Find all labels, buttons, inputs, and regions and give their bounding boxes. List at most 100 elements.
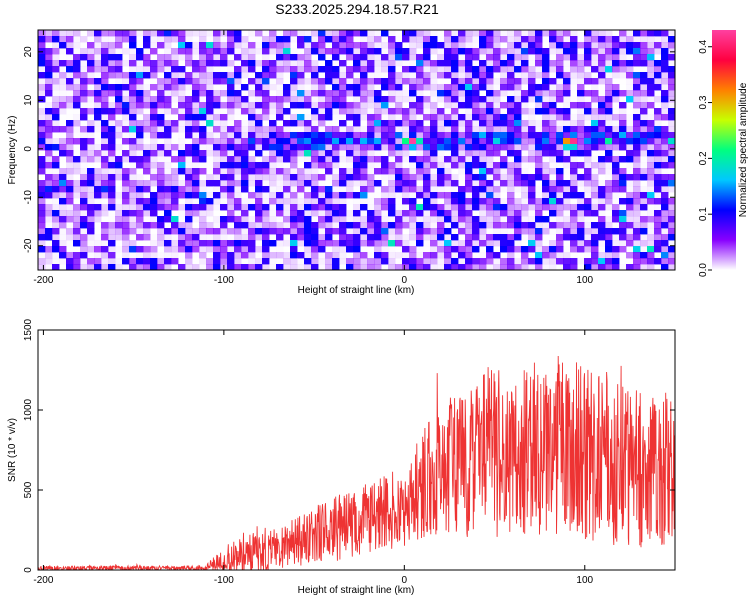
spectrogram-cell <box>45 264 53 270</box>
spectrogram-cell <box>584 168 592 175</box>
spectrogram-cell <box>409 198 417 205</box>
spectrogram-cell <box>549 126 557 133</box>
spectrogram-cell <box>269 240 277 247</box>
spectrogram-cell <box>185 72 193 79</box>
spectrogram-cell <box>493 108 501 115</box>
spectrogram-cell <box>367 228 375 235</box>
spectrogram-cell <box>241 90 249 97</box>
spectrogram-cell <box>479 84 487 91</box>
spectrogram-cell <box>213 252 221 259</box>
spectrogram-cell <box>451 258 459 265</box>
spectrogram-cell <box>563 78 571 85</box>
spectrogram-cell <box>605 42 613 49</box>
spectrogram-cell <box>633 234 641 241</box>
spectrogram-cell <box>549 42 557 49</box>
spectrogram-cell <box>619 240 627 247</box>
spectrogram-cell <box>528 30 536 37</box>
spectrogram-cell <box>528 150 536 157</box>
spectrogram-cell <box>262 102 270 109</box>
spectrogram-cell <box>381 240 389 247</box>
spectrogram-cell <box>647 126 655 133</box>
spectrogram-cell <box>311 216 319 223</box>
spectrogram-cell <box>661 198 669 205</box>
spectrogram-cell <box>262 264 270 270</box>
spectrogram-cell <box>157 114 165 121</box>
spectrogram-cell <box>255 156 263 163</box>
spectrogram-cell <box>549 228 557 235</box>
spectrogram-cell <box>213 138 221 145</box>
spectrogram-cell <box>157 60 165 67</box>
spectrogram-cell <box>332 36 340 43</box>
spectrogram-cell <box>269 132 277 139</box>
spectrogram-cell <box>318 132 326 139</box>
spectrogram-cell <box>479 186 487 193</box>
spectrogram-cell <box>101 84 109 91</box>
spectrogram-cell <box>493 96 501 103</box>
spectrogram-cell <box>535 54 543 61</box>
spectrogram-cell <box>297 66 305 73</box>
spectrogram-cell <box>332 84 340 91</box>
spectrogram-cell <box>206 216 214 223</box>
spectrogram-cell <box>472 90 480 97</box>
spectrogram-cell <box>318 210 326 217</box>
spectrogram-cell <box>129 156 137 163</box>
spectrogram-cell <box>73 258 81 265</box>
spectrogram-cell <box>465 48 473 55</box>
spectrogram-cell <box>570 144 578 151</box>
spectrogram-cell <box>619 120 627 127</box>
spectrogram-cell <box>283 126 291 133</box>
spectrogram-cell <box>465 150 473 157</box>
spectrogram-cell <box>339 54 347 61</box>
spectrogram-cell <box>171 84 179 91</box>
spectrogram-cell <box>409 60 417 67</box>
spectrogram-cell <box>388 132 396 139</box>
spectrogram-cell <box>570 192 578 199</box>
spectrogram-cell <box>507 126 515 133</box>
spectrogram-cell <box>605 66 613 73</box>
spectrogram-cell <box>206 30 214 37</box>
spectrogram-cell <box>640 114 648 121</box>
spectrogram-cell <box>325 216 333 223</box>
spectrogram-cell <box>255 78 263 85</box>
spectrogram-cell <box>318 96 326 103</box>
spectrogram-cell <box>38 60 46 67</box>
spectrogram-cell <box>535 78 543 85</box>
spectrogram-cell <box>661 246 669 253</box>
spectrogram-cell <box>122 198 130 205</box>
spectrogram-cell <box>318 114 326 121</box>
spectrogram-cell <box>122 240 130 247</box>
spectrogram-cell <box>262 54 270 61</box>
spectrogram-cell <box>556 222 564 229</box>
spectrogram-cell <box>647 162 655 169</box>
spectrogram-cell <box>241 216 249 223</box>
spectrogram-cell <box>157 174 165 181</box>
spectrogram-cell <box>668 36 675 43</box>
spectrogram-cell <box>66 42 74 49</box>
spectrogram-cell <box>38 222 46 229</box>
spectrogram-cell <box>87 246 95 253</box>
spectrogram-cell <box>164 30 172 37</box>
spectrogram-cell <box>612 60 620 67</box>
spectrogram-cell <box>45 144 53 151</box>
spectrogram-cell <box>136 42 144 49</box>
spectrogram-cell <box>458 228 466 235</box>
spectrogram-cell <box>339 108 347 115</box>
spectrogram-cell <box>129 168 137 175</box>
spectrogram-cell <box>570 204 578 211</box>
spectrogram-cell <box>185 150 193 157</box>
spectrogram-cell <box>409 258 417 265</box>
spectrogram-cell <box>311 204 319 211</box>
spectrogram-cell <box>171 210 179 217</box>
spectrogram-cell <box>521 186 529 193</box>
spectrogram-cell <box>388 246 396 253</box>
spectrogram-cell <box>528 36 536 43</box>
spectrogram-cell <box>626 180 634 187</box>
spectrogram-cell <box>206 144 214 151</box>
spectrogram-cell <box>108 240 116 247</box>
spectrogram-cell <box>479 264 487 270</box>
spectrogram-cell <box>248 138 256 145</box>
spectrogram-cell <box>486 96 494 103</box>
spectrogram-cell <box>423 150 431 157</box>
spectrogram-cell <box>94 222 102 229</box>
spectrogram-cell <box>171 30 179 37</box>
